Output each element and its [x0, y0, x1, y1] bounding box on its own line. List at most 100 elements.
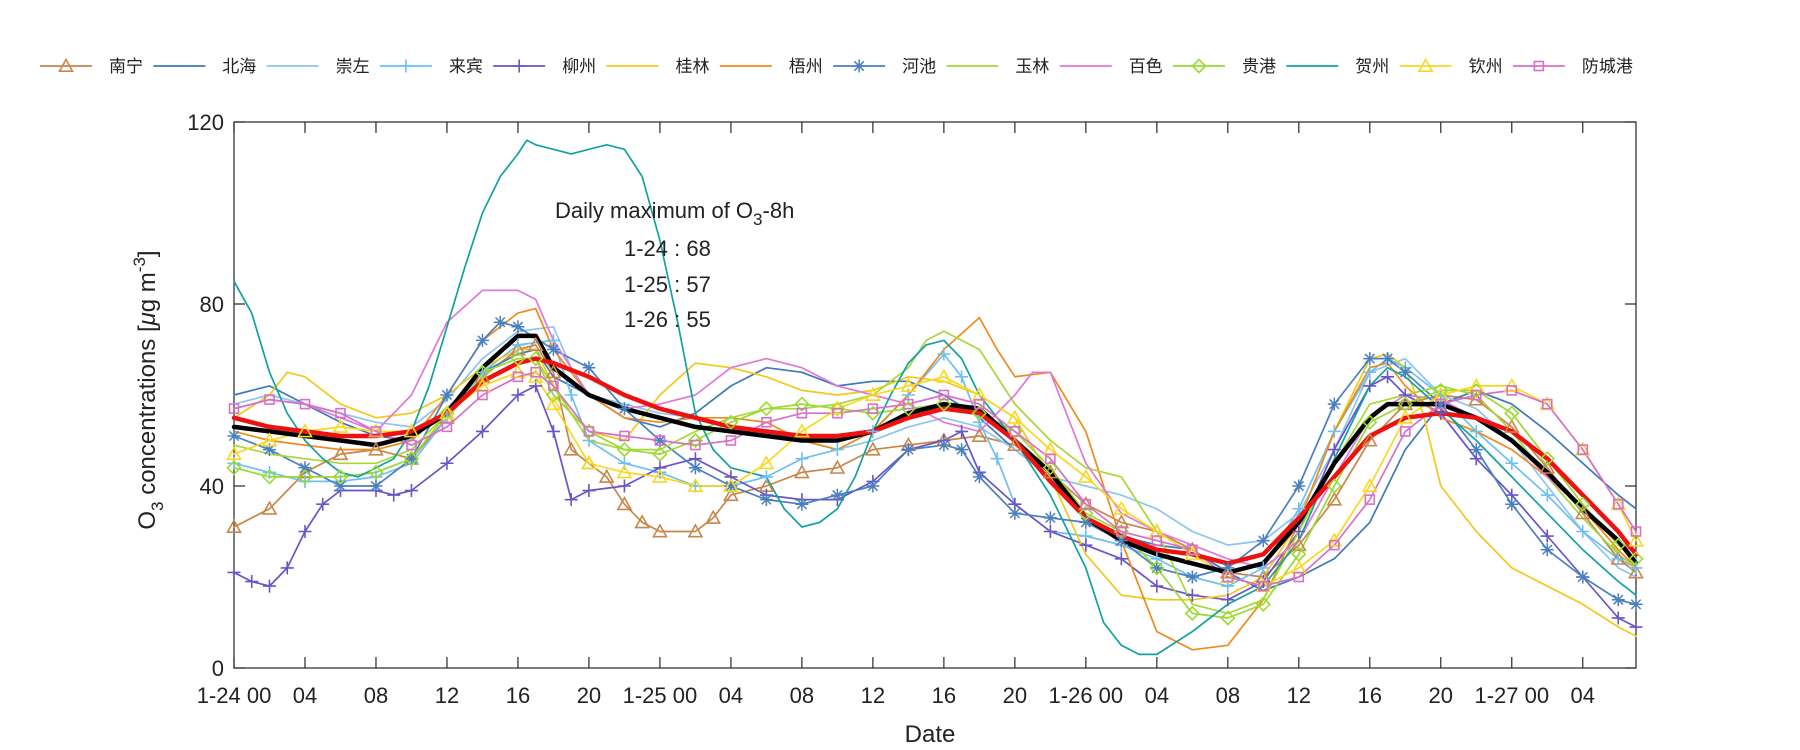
data-point [652, 523, 668, 538]
data-point [1009, 426, 1021, 437]
data-point [1539, 459, 1556, 474]
x-tick-label: 04 [719, 683, 743, 708]
data-point [794, 423, 810, 438]
data-point [617, 402, 631, 416]
annotation-line-2: 1-25 : 57 [624, 272, 711, 297]
legend-item: 河池 [833, 57, 936, 76]
data-point [333, 479, 347, 493]
data-point [1221, 593, 1235, 607]
data-point [1151, 535, 1163, 546]
data-point [1629, 561, 1643, 575]
data-point [616, 496, 633, 511]
axis-ticks [233, 121, 1636, 669]
data-point [1503, 418, 1520, 433]
data-point [990, 452, 1004, 466]
data-point [511, 338, 525, 352]
data-point [545, 395, 562, 411]
data-point [1113, 500, 1130, 515]
y-axis-label: O3 concentrations [μg m-3] [130, 250, 167, 529]
data-point [512, 371, 524, 383]
data-point [1221, 561, 1235, 575]
data-point [901, 443, 915, 457]
data-point [226, 460, 242, 476]
x-tick-label: 16 [506, 683, 530, 708]
legend-label: 崇左 [336, 57, 370, 76]
data-point [1469, 424, 1483, 438]
legend-marker [399, 59, 413, 73]
data-point [955, 443, 969, 457]
data-point [937, 347, 951, 361]
data-point [369, 479, 383, 493]
data-point [1256, 534, 1270, 548]
data-point [510, 341, 526, 356]
x-tick-label: 04 [1571, 683, 1595, 708]
data-point [653, 461, 667, 475]
data-point [1539, 451, 1555, 467]
data-point [1628, 532, 1644, 547]
data-point [1540, 529, 1554, 543]
data-point [226, 518, 242, 533]
data-point [1398, 365, 1412, 379]
data-point [1292, 479, 1306, 493]
data-point [832, 407, 843, 419]
data-point [1329, 539, 1340, 551]
data-point [1576, 570, 1590, 584]
data-point [261, 432, 278, 447]
x-tick-label: 1-27 00 [1474, 683, 1549, 708]
data-point [1628, 551, 1644, 567]
data-point [583, 426, 595, 437]
data-point [617, 479, 631, 493]
data-point [564, 493, 578, 507]
data-point [724, 479, 738, 493]
x-tick-label: 12 [1287, 683, 1311, 708]
data-point [829, 459, 846, 474]
data-point [652, 468, 668, 483]
data-point [563, 441, 580, 456]
data-point [830, 443, 844, 457]
series-markers [226, 315, 1644, 634]
data-point [262, 579, 276, 593]
data-point [1116, 526, 1127, 537]
data-point [974, 398, 985, 410]
legend-item: 来宾 [379, 57, 483, 76]
data-point [439, 405, 455, 420]
y-tick-label: 40 [200, 474, 224, 499]
data-point [971, 427, 988, 442]
data-point [1574, 505, 1591, 520]
data-point [332, 446, 349, 461]
data-point [406, 439, 417, 451]
y-label-o: O [134, 511, 161, 530]
data-point [759, 470, 773, 484]
data-point [262, 465, 276, 479]
data-point [598, 468, 615, 483]
data-point [1540, 543, 1554, 557]
data-point [1292, 502, 1306, 516]
data-point [1363, 379, 1377, 393]
data-point [530, 366, 541, 378]
data-point [687, 523, 704, 538]
data-point [545, 387, 562, 403]
data-point [227, 429, 241, 443]
series-line-梧州 [233, 307, 1637, 651]
data-point [1079, 538, 1093, 552]
data-point [1114, 534, 1128, 548]
series-line-崇左 [233, 325, 1637, 578]
data-point [865, 441, 881, 456]
y-tick-label: 120 [187, 110, 224, 135]
legend-label: 百色 [1129, 57, 1163, 76]
data-point [1149, 560, 1165, 576]
x-tick-label: 08 [1216, 683, 1240, 708]
data-point [475, 365, 489, 379]
data-point [687, 477, 704, 493]
legend-item: 玉林 [946, 57, 1049, 76]
data-point [1184, 605, 1200, 622]
data-point [794, 464, 810, 479]
data-point [723, 414, 739, 430]
data-point [903, 398, 914, 410]
data-point [582, 484, 596, 498]
data-point [690, 439, 701, 451]
data-point [1185, 588, 1199, 602]
data-point [1255, 596, 1271, 612]
legend-item: 崇左 [266, 57, 370, 76]
data-point [1363, 352, 1377, 366]
